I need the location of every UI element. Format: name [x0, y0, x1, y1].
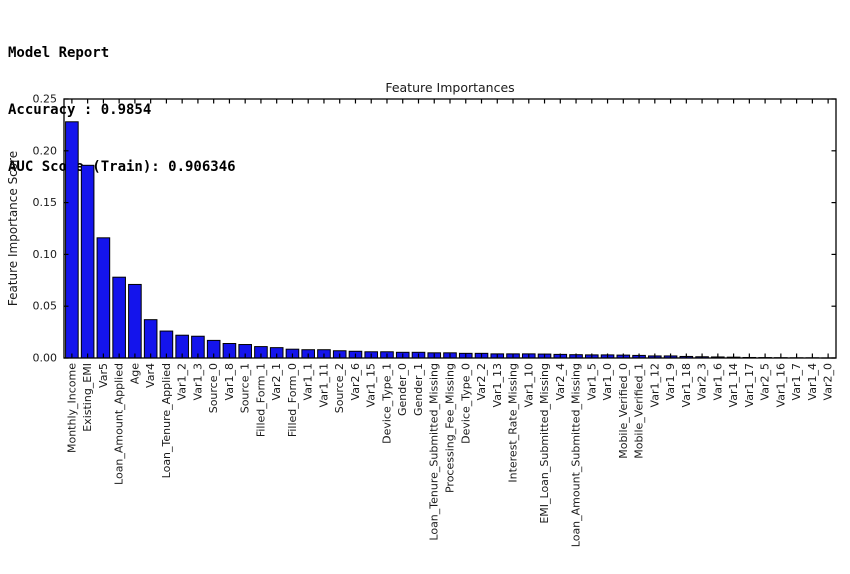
- x-tick-label: Var1_8: [223, 363, 236, 400]
- x-tick-label: Var2_2: [475, 363, 488, 400]
- x-tick-label: Var1_3: [191, 363, 204, 400]
- x-tick-label: Filled_Form_0: [286, 363, 299, 437]
- y-tick-label: 0.05: [33, 300, 58, 313]
- x-tick-label: Var1_7: [790, 363, 803, 400]
- x-tick-label: Var1_9: [664, 363, 677, 400]
- bar-Var5: [96, 237, 111, 359]
- x-tick-label: Var1_13: [491, 363, 504, 407]
- x-tick-label: Var1_1: [302, 363, 315, 400]
- x-tick-label: Var2_6: [349, 363, 362, 400]
- x-tick-label: Var5: [97, 363, 110, 388]
- x-tick-label: Var1_15: [365, 363, 378, 407]
- y-tick-label: 0.10: [33, 248, 58, 261]
- x-tick-label: Var1_14: [727, 363, 740, 407]
- x-tick-label: Age: [128, 363, 141, 385]
- x-tick-label: Var1_5: [585, 363, 598, 400]
- bar-Var4: [143, 319, 158, 359]
- x-tick-label: Mobile_Verified_1: [633, 363, 646, 459]
- x-tick-label: Var1_10: [522, 363, 535, 407]
- x-tick-label: Var4: [144, 363, 157, 388]
- plot-frame: [63, 98, 837, 359]
- x-tick-label: Source_0: [207, 363, 220, 413]
- x-tick-label: Var1_6: [711, 363, 724, 400]
- report-accuracy: Accuracy : 0.9854: [8, 102, 152, 118]
- x-tick-label: Device_Type_1: [380, 363, 393, 444]
- x-tick-label: Var2_0: [822, 363, 835, 400]
- x-tick-label: Var1_12: [648, 363, 661, 407]
- bar-Existing_EMI: [80, 164, 95, 359]
- x-tick-label: Gender_1: [412, 363, 425, 416]
- x-tick-label: Loan_Amount_Submitted_Missing: [570, 363, 583, 547]
- x-tick-label: Monthly_Income: [65, 363, 78, 453]
- x-tick-label: Loan_Amount_Applied: [113, 363, 126, 485]
- y-tick-label: 0.00: [33, 352, 58, 365]
- bar-Monthly_Income: [65, 121, 79, 359]
- y-tick-label: 0.15: [33, 196, 58, 209]
- x-tick-label: Loan_Tenure_Applied: [160, 363, 173, 478]
- y-tick-label: 0.20: [33, 144, 58, 157]
- x-tick-label: Loan_Tenure_Submitted_Missing: [428, 363, 441, 541]
- x-tick-label: Mobile_Verified_0: [617, 363, 630, 459]
- x-tick-label: Var1_0: [601, 363, 614, 400]
- x-tick-label: Var2_3: [696, 363, 709, 400]
- x-tick-label: Var1_4: [806, 363, 819, 400]
- x-tick-label: Var1_17: [743, 363, 756, 407]
- x-tick-label: EMI_Loan_Submitted_Missing: [538, 363, 551, 524]
- x-tick-label: Var2_5: [759, 363, 772, 400]
- x-tick-label: Source_1: [239, 363, 252, 413]
- report-title: Model Report: [8, 45, 110, 61]
- chart-title: Feature Importances: [385, 80, 514, 95]
- x-tick-label: Var1_11: [317, 363, 330, 407]
- bar-Age: [128, 283, 142, 359]
- x-tick-label: Interest_Rate_Missing: [507, 363, 520, 483]
- x-tick-label: Var1_18: [680, 363, 693, 407]
- x-tick-label: Processing_Fee_Missing: [444, 363, 457, 493]
- y-axis-label: Feature Importance Score: [6, 151, 20, 306]
- x-tick-label: Var2_4: [554, 363, 567, 400]
- x-tick-label: Device_Type_0: [459, 363, 472, 444]
- x-tick-label: Filled_Form_1: [254, 363, 267, 437]
- x-tick-label: Source_2: [333, 363, 346, 413]
- x-tick-label: Gender_0: [396, 363, 409, 416]
- bar-Loan_Amount_Applied: [112, 276, 126, 359]
- x-tick-label: Var1_16: [774, 363, 787, 407]
- x-tick-label: Existing_EMI: [81, 363, 94, 432]
- x-tick-label: Var2_1: [270, 363, 283, 400]
- x-tick-label: Var1_2: [176, 363, 189, 400]
- y-tick-label: 0.25: [33, 93, 58, 106]
